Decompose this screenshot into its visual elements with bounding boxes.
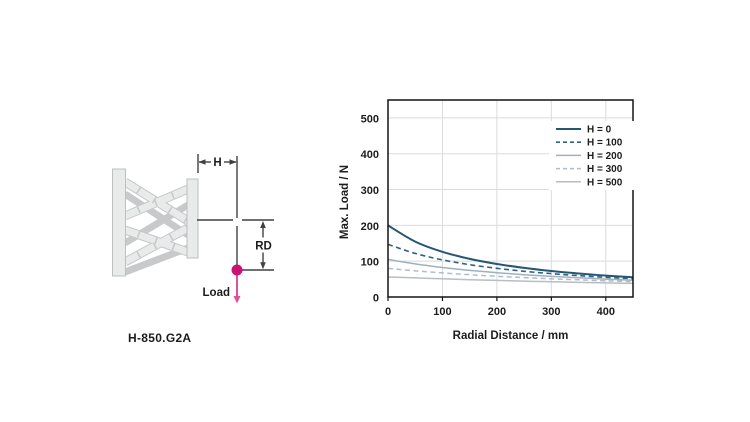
chart-legend: H = 0 H = 100 H = 200 H = 300 H = 500 [549,121,635,190]
rd-label-backing [251,237,276,253]
hexapod-diagram [112,168,199,277]
curve-h0 [387,224,634,279]
x-tick-label: 0 [385,306,391,318]
chart-curves [387,224,634,285]
x-tick-label: 100 [433,306,451,318]
dim-h-label: H [213,157,221,169]
y-tick-label: 300 [361,185,379,197]
y-tick-label: 200 [361,221,379,233]
dimension-arrowheads [198,159,266,270]
y-tick-label: 500 [361,113,379,125]
x-tick-labels: 0 100 200 300 400 [385,306,615,318]
load-arrow-head [233,296,241,304]
legend-item-label: H = 300 [587,164,623,175]
x-tick-label: 400 [597,306,615,318]
curve-h200 [387,258,634,281]
legend-item-label: H = 500 [587,177,623,188]
hexapod-front-struts [122,178,191,266]
curve-h300 [387,267,634,283]
curve-h100 [387,243,634,280]
dimension-lines [197,154,274,271]
hexapod-platform-plate [186,178,199,259]
curve-h500 [387,276,634,285]
y-tick-label: 400 [361,149,379,161]
y-tick-labels: 0 100 200 300 400 500 [361,113,379,304]
load-label: Load [203,287,230,299]
legend-item-label: H = 0 [587,125,612,136]
legend-item-label: H = 200 [587,151,623,162]
x-axis-title: Radial Distance / mm [453,330,569,342]
model-caption: H-850.G2A [128,331,191,345]
x-tick-label: 300 [542,306,560,318]
y-tick-label: 100 [361,257,379,269]
y-tick-label: 0 [373,293,379,305]
x-tick-label: 200 [488,306,506,318]
legend-item-label: H = 100 [587,138,623,149]
y-axis-title: Max. Load / N [339,165,351,239]
plot-frame [387,99,634,298]
hexapod-base-plate [112,168,126,277]
axis-ticks [387,297,607,301]
load-point-marker [231,264,243,276]
dim-rd-label: RD [255,241,272,253]
